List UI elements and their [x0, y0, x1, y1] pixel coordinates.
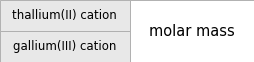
- Bar: [129, 0, 254, 62]
- Text: gallium(III) cation: gallium(III) cation: [13, 40, 116, 53]
- Text: molar mass: molar mass: [149, 23, 234, 39]
- Bar: [0, 31, 129, 62]
- Text: thallium(II) cation: thallium(II) cation: [12, 9, 117, 22]
- Bar: [0, 0, 129, 31]
